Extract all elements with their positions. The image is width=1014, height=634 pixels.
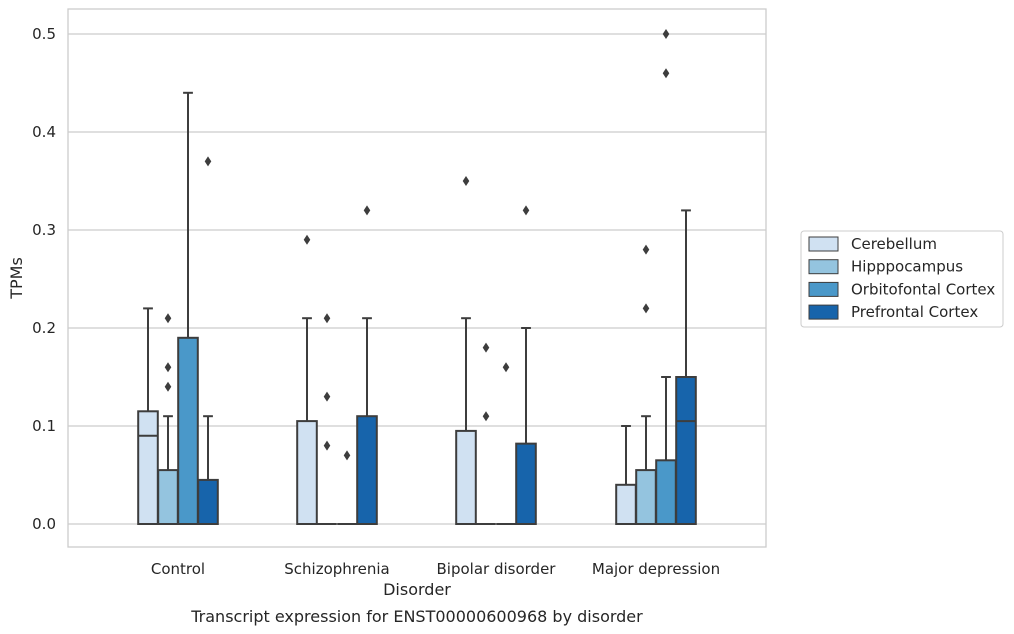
- box-cerebellum: [615, 425, 637, 525]
- outlier-point: [642, 244, 650, 255]
- y-tick-label: 0.1: [32, 417, 56, 435]
- outlier-point: [343, 450, 351, 461]
- outlier-point: [164, 381, 172, 392]
- y-tick-label: 0.3: [32, 221, 56, 239]
- box-cerebellum: [296, 234, 318, 526]
- box-body: [137, 410, 159, 525]
- box-body: [655, 459, 677, 525]
- x-tick-label: Major depression: [592, 560, 720, 578]
- box-body: [675, 376, 697, 525]
- legend-swatch: [808, 281, 839, 297]
- legend-swatch: [808, 304, 839, 320]
- y-axis-ticks: 0.0 0.1 0.2 0.3 0.4 0.5: [32, 25, 56, 533]
- box-hipppocampus: [317, 313, 337, 525]
- outlier-point: [462, 176, 470, 186]
- y-axis-label: TPMs: [7, 257, 26, 300]
- box-prefrontal-cortex: [515, 205, 537, 526]
- outlier-point: [303, 234, 311, 245]
- outlier-point: [323, 440, 331, 451]
- outlier-point: [482, 411, 490, 422]
- legend-swatch: [808, 236, 839, 252]
- legend-label: Orbitofontal Cortex: [851, 280, 995, 298]
- outlier-point: [522, 205, 530, 216]
- outlier-point: [164, 362, 172, 373]
- box-body: [296, 420, 318, 526]
- legend-label: Prefrontal Cortex: [851, 303, 978, 321]
- grid-lines: [68, 33, 766, 525]
- legend-label: Cerebellum: [851, 235, 937, 253]
- outlier-point: [662, 68, 670, 79]
- legend-label: Hipppocampus: [851, 258, 963, 276]
- outlier-point: [502, 362, 510, 373]
- chart-caption: Transcript expression for ENST0000060096…: [190, 607, 643, 626]
- box-cerebellum: [137, 307, 159, 525]
- outlier-point: [323, 313, 331, 324]
- outlier-point: [204, 156, 212, 167]
- y-tick-label: 0.4: [32, 123, 56, 141]
- box-body: [177, 336, 199, 525]
- x-tick-label: Control: [151, 560, 205, 578]
- outlier-point: [662, 29, 670, 39]
- outlier-point: [642, 303, 650, 314]
- box-body: [197, 478, 219, 525]
- x-tick-label: Bipolar disorder: [437, 560, 557, 578]
- outlier-point: [323, 391, 331, 402]
- box-hipppocampus: [157, 313, 179, 526]
- box-body: [635, 469, 657, 526]
- legend: Cerebellum Hipppocampus Orbitofontal Corte…: [800, 230, 1004, 328]
- box-orbitofontal-cortex: [337, 450, 357, 525]
- legend-frame: [800, 230, 1004, 328]
- box-prefrontal-cortex: [356, 205, 378, 526]
- plot-area-frame: [67, 8, 767, 548]
- box-body: [515, 442, 537, 526]
- x-axis-label: Disorder: [383, 580, 451, 599]
- box-cerebellum: [455, 176, 477, 525]
- box-body: [615, 483, 637, 525]
- y-tick-label: 0.0: [32, 515, 56, 533]
- legend-swatch: [808, 259, 839, 275]
- box-body: [356, 415, 378, 526]
- x-tick-label: Schizophrenia: [284, 560, 389, 578]
- outlier-point: [164, 313, 172, 324]
- box-orbitofontal-cortex: [177, 91, 199, 525]
- box-hipppocampus: [476, 342, 496, 525]
- y-tick-label: 0.5: [32, 25, 56, 43]
- box-hipppocampus: [635, 244, 657, 526]
- box-body: [455, 429, 477, 525]
- x-axis-ticks: Control Schizophrenia Bipolar disorder Majo…: [151, 560, 720, 578]
- box-body: [157, 469, 179, 526]
- outlier-point: [363, 205, 371, 216]
- outlier-point: [482, 342, 490, 353]
- y-tick-label: 0.2: [32, 319, 56, 337]
- box-series: [137, 29, 697, 526]
- box-prefrontal-cortex: [675, 209, 697, 525]
- box-orbitofontal-cortex: [496, 362, 516, 525]
- box-orbitofontal-cortex: [655, 29, 677, 525]
- box-prefrontal-cortex: [197, 156, 219, 525]
